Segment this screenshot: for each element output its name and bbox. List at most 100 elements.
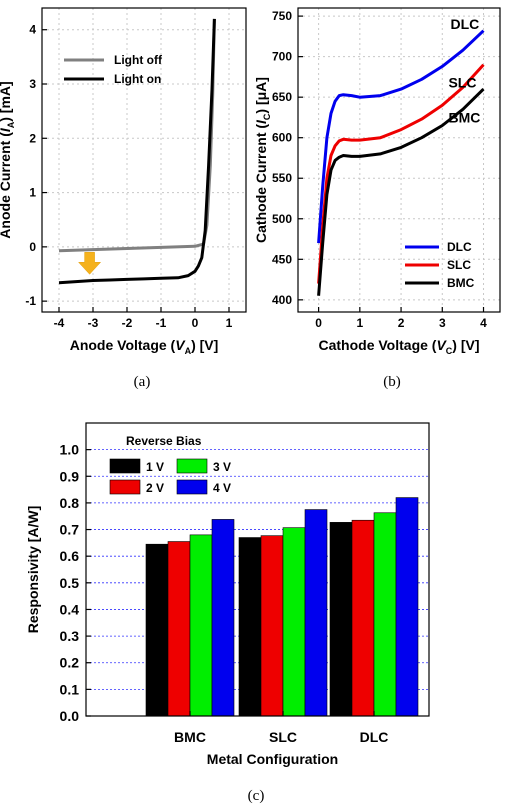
y-tick-label: 0.4 — [60, 601, 80, 617]
series-line-light-on — [58, 18, 216, 285]
y-axis-title: Anode Current (IA) [mA] — [0, 81, 16, 238]
legend-label: Light off — [114, 53, 163, 67]
legend-swatch — [176, 458, 208, 474]
y-tick-label: 550 — [272, 171, 292, 185]
x-tick-label: 0 — [315, 316, 322, 330]
x-tick-label: DLC — [360, 729, 389, 745]
legend-label: Light on — [114, 72, 161, 86]
bar-dlc-4v — [395, 497, 419, 717]
bar-bmc-2v — [167, 541, 191, 717]
x-tick-label: BMC — [174, 729, 206, 745]
legend-swatch — [109, 479, 141, 495]
curve-label-dlc: DLC — [451, 16, 480, 32]
y-tick-label: 500 — [272, 212, 292, 226]
x-tick-label: SLC — [269, 729, 297, 745]
x-axis-title-var: V — [436, 337, 447, 353]
y-tick-label: 0.3 — [60, 628, 80, 644]
x-axis-title-post: ) [V] — [191, 337, 218, 353]
legend-label: SLC — [447, 258, 471, 272]
y-tick-label: 2 — [29, 131, 36, 145]
bar-slc-3v — [282, 527, 306, 717]
y-tick-label: 0.6 — [60, 548, 80, 564]
y-tick-label: -1 — [25, 294, 36, 308]
legend-swatch — [176, 479, 208, 495]
y-axis-title-pre: Cathode Current ( — [253, 124, 269, 243]
x-axis-title-var: V — [175, 337, 186, 353]
x-axis-title-pre: Anode Voltage ( — [70, 337, 176, 353]
y-tick-label: 750 — [272, 9, 292, 23]
x-axis-title: Anode Voltage (VA) [V] — [70, 337, 219, 356]
y-tick-label: 400 — [272, 293, 292, 307]
x-tick-label: -4 — [54, 316, 65, 330]
chart-b: 0 1 2 3 4 400 450 500 550 600 650 700 750 Cathode Vol… — [253, 7, 501, 390]
y-tick-label: 650 — [272, 90, 292, 104]
x-tick-label: 1 — [356, 316, 363, 330]
x-tick-label: -3 — [88, 316, 99, 330]
y-axis-title-post: ) [mA] — [0, 81, 13, 121]
y-tick-label: 600 — [272, 131, 292, 145]
y-axis-title-post: ) [μA] — [253, 77, 269, 114]
y-tick-label: 3 — [29, 77, 36, 91]
y-tick-label: 0.7 — [60, 522, 80, 538]
bar-slc-2v — [260, 535, 284, 717]
x-tick-label: 2 — [398, 316, 405, 330]
y-tick-label: 0.2 — [60, 655, 80, 671]
legend-title: Reverse Bias — [126, 434, 202, 448]
legend-label: 2 V — [146, 481, 164, 495]
x-axis-title-sub: A — [185, 346, 192, 356]
x-tick-label: 1 — [226, 316, 233, 330]
y-tick-label: 4 — [29, 23, 36, 37]
x-axis-title-sub: C — [446, 346, 453, 356]
bar-dlc-2v — [351, 519, 375, 717]
series-line-slc — [317, 63, 485, 284]
legend-label: 3 V — [213, 460, 231, 474]
caption-c: (c) — [248, 788, 265, 804]
legend-label: 4 V — [213, 481, 231, 495]
bar-bmc-3v — [189, 534, 213, 717]
y-tick-label: 0.5 — [60, 575, 80, 591]
y-axis-title: Responsivity [A/W] — [25, 506, 41, 634]
x-axis-title-post: ) [V] — [452, 337, 479, 353]
y-tick-label: 0.9 — [60, 468, 80, 484]
bar-bmc-4v — [211, 519, 235, 717]
y-axis-title-var: I — [0, 127, 13, 132]
curve-label-slc: SLC — [448, 75, 476, 91]
x-axis-title-pre: Cathode Voltage ( — [318, 337, 436, 353]
y-tick-label: 450 — [272, 252, 292, 266]
y-tick-label: 0.8 — [60, 495, 80, 511]
x-tick-label: -2 — [122, 316, 133, 330]
caption-b: (b) — [383, 374, 401, 390]
bar-slc-1v — [238, 537, 262, 717]
y-tick-label: 0 — [29, 240, 36, 254]
plot-frame — [85, 422, 430, 717]
plot-frame — [41, 7, 247, 313]
bar-slc-4v — [304, 509, 328, 717]
down-arrow-icon — [78, 252, 102, 275]
y-tick-label: 700 — [272, 50, 292, 64]
y-tick-label: 1 — [29, 186, 36, 200]
curve-label-bmc: BMC — [448, 109, 480, 125]
legend-swatch — [109, 458, 141, 474]
y-tick-label: 0.0 — [60, 708, 80, 724]
plot-frame — [297, 7, 501, 313]
x-tick-label: 0 — [192, 316, 199, 330]
y-axis-title-sub: C — [262, 113, 272, 120]
y-axis-title-sub: A — [6, 121, 16, 128]
bar-bmc-1v — [145, 543, 169, 717]
caption-a: (a) — [134, 374, 151, 390]
y-axis-title-var: I — [253, 119, 269, 124]
y-axis-title-pre: Anode Current ( — [0, 132, 13, 239]
y-axis-title: Cathode Current (IC) [μA] — [253, 77, 272, 243]
legend-label: DLC — [447, 240, 472, 254]
x-tick-label: 4 — [480, 316, 487, 330]
series-line-dlc — [317, 29, 485, 244]
chart-c: BMC SLC DLC 0.0 0.1 0.2 0.3 0.4 0.5 0.6 0.7 0.8 0.9 1… — [25, 422, 430, 804]
y-tick-label: 1.0 — [60, 442, 80, 458]
legend-label: BMC — [447, 276, 475, 290]
x-tick-label: 3 — [439, 316, 446, 330]
x-axis-title: Cathode Voltage (VC) [V] — [318, 337, 479, 356]
y-tick-label: 0.1 — [60, 681, 80, 697]
legend-label: 1 V — [146, 460, 164, 474]
